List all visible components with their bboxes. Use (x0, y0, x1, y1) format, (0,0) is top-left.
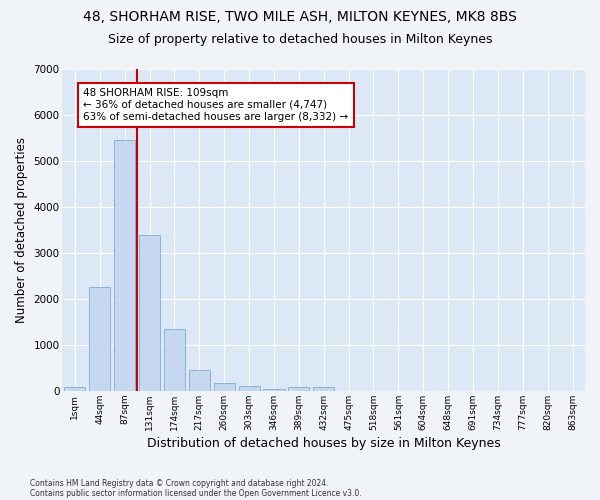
Bar (89, 288, 110, 391)
Text: Contains HM Land Registry data © Crown copyright and database right 2024.: Contains HM Land Registry data © Crown c… (30, 478, 329, 488)
Bar (214, 383, 235, 391)
Bar (288, 388, 310, 391)
Bar (64, 388, 85, 391)
Bar (139, 234, 160, 391)
Text: 48 SHORHAM RISE: 109sqm
← 36% of detached houses are smaller (4,747)
63% of semi: 48 SHORHAM RISE: 109sqm ← 36% of detache… (83, 88, 349, 122)
Bar (164, 329, 185, 391)
Bar (189, 370, 210, 391)
Bar (313, 388, 334, 391)
Bar (239, 386, 260, 391)
Text: Contains public sector information licensed under the Open Government Licence v3: Contains public sector information licen… (30, 488, 362, 498)
Text: Size of property relative to detached houses in Milton Keynes: Size of property relative to detached ho… (108, 32, 492, 46)
Text: 48, SHORHAM RISE, TWO MILE ASH, MILTON KEYNES, MK8 8BS: 48, SHORHAM RISE, TWO MILE ASH, MILTON K… (83, 10, 517, 24)
X-axis label: Distribution of detached houses by size in Milton Keynes: Distribution of detached houses by size … (147, 437, 500, 450)
Bar (263, 388, 284, 391)
Bar (114, 140, 135, 391)
Y-axis label: Number of detached properties: Number of detached properties (15, 137, 28, 323)
